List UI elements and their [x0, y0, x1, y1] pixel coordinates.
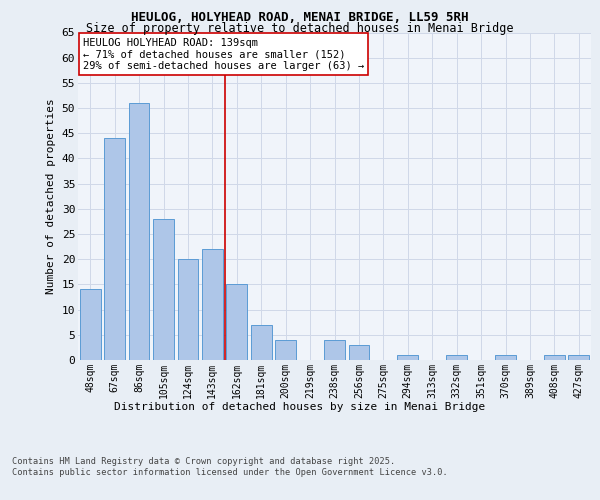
Bar	[568, 355, 589, 360]
Bar	[178, 259, 199, 360]
Text: Contains HM Land Registry data © Crown copyright and database right 2025.
Contai: Contains HM Land Registry data © Crown c…	[12, 458, 448, 477]
Bar	[495, 355, 516, 360]
Bar	[226, 284, 247, 360]
Text: Distribution of detached houses by size in Menai Bridge: Distribution of detached houses by size …	[115, 402, 485, 412]
Bar	[275, 340, 296, 360]
Bar	[104, 138, 125, 360]
Bar	[153, 219, 174, 360]
Bar	[349, 345, 370, 360]
Bar	[544, 355, 565, 360]
Text: HEULOG HOLYHEAD ROAD: 139sqm
← 71% of detached houses are smaller (152)
29% of s: HEULOG HOLYHEAD ROAD: 139sqm ← 71% of de…	[83, 38, 364, 70]
Bar	[80, 290, 101, 360]
Bar	[324, 340, 345, 360]
Text: Size of property relative to detached houses in Menai Bridge: Size of property relative to detached ho…	[86, 22, 514, 35]
Bar	[251, 324, 272, 360]
Bar	[128, 103, 149, 360]
Bar	[446, 355, 467, 360]
Bar	[202, 249, 223, 360]
Y-axis label: Number of detached properties: Number of detached properties	[46, 98, 56, 294]
Text: HEULOG, HOLYHEAD ROAD, MENAI BRIDGE, LL59 5RH: HEULOG, HOLYHEAD ROAD, MENAI BRIDGE, LL5…	[131, 11, 469, 24]
Bar	[397, 355, 418, 360]
